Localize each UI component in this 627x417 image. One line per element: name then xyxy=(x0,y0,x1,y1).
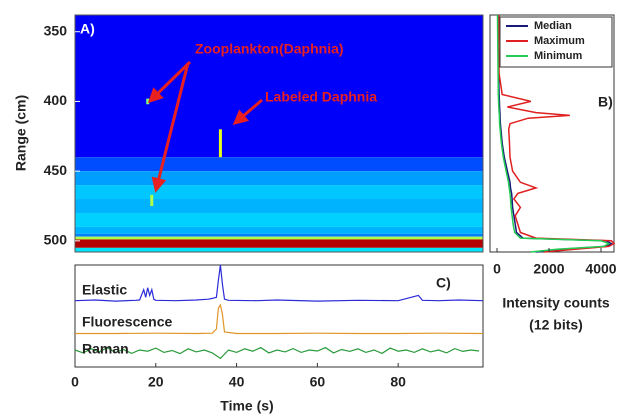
panel-c: Elastic Fluorescence Raman 0 20 40 60 80 xyxy=(71,264,484,390)
annotation: Zooplankton(Daphnia) xyxy=(195,41,344,57)
panel-label: C) xyxy=(436,275,451,291)
x-tick-label: 40 xyxy=(229,374,245,390)
annotation: Labeled Daphnia xyxy=(265,89,377,105)
overlay: A) Zooplankton(Daphnia) Labeled Daphnia … xyxy=(13,21,613,414)
legend-label: Maximum xyxy=(534,35,585,47)
profile-line xyxy=(496,14,611,253)
y-tick-label: 450 xyxy=(44,162,68,178)
x-axis-label: (12 bits) xyxy=(529,317,583,333)
y-axis-label: Range (cm) xyxy=(13,95,29,171)
heatmap-band xyxy=(75,15,483,158)
heatmap-band xyxy=(75,226,483,234)
y-tick-label: 350 xyxy=(44,22,68,38)
heatmap-band xyxy=(75,233,483,237)
heatmap-band xyxy=(75,247,483,252)
panel-label: A) xyxy=(80,21,95,37)
trace xyxy=(74,346,480,360)
legend-label: Minimum xyxy=(534,50,582,62)
y-tick-label: 500 xyxy=(44,232,68,248)
heatmap-spot xyxy=(146,98,150,105)
arrow xyxy=(151,62,190,193)
trace-label: Elastic xyxy=(82,282,127,298)
heatmap-band xyxy=(75,171,483,186)
x-tick-label: 0 xyxy=(493,261,501,277)
heatmap-spot xyxy=(218,129,222,158)
heatmap-spot xyxy=(150,194,154,206)
panel-b: 0 2000 4000 Median Maximum Minimum xyxy=(489,14,617,277)
trace-label: Raman xyxy=(82,341,129,357)
y-tick-label: 400 xyxy=(44,92,68,108)
panel-label: B) xyxy=(598,94,613,110)
heatmap-band xyxy=(75,157,483,172)
arrow xyxy=(232,98,263,125)
heatmap-band xyxy=(75,212,483,227)
panel-a: 350 400 450 500 xyxy=(44,14,484,253)
x-axis-label: Intensity counts xyxy=(502,295,610,311)
trace xyxy=(74,264,484,302)
x-tick-label: 80 xyxy=(390,374,406,390)
trace-label: Fluorescence xyxy=(82,314,172,330)
heatmap-band xyxy=(75,239,483,248)
heatmap-band xyxy=(75,236,483,240)
x-tick-label: 0 xyxy=(71,374,79,390)
legend-label: Median xyxy=(534,20,572,32)
x-tick-label: 20 xyxy=(148,374,164,390)
x-tick-label: 2000 xyxy=(533,261,564,277)
arrow xyxy=(147,60,192,104)
trace xyxy=(75,303,484,335)
x-tick-label: 4000 xyxy=(585,261,616,277)
x-tick-label: 60 xyxy=(310,374,326,390)
heatmap-band xyxy=(75,185,483,200)
x-axis-label: Time (s) xyxy=(220,398,273,414)
plot-frame xyxy=(74,14,484,253)
heatmap-band xyxy=(75,199,483,213)
